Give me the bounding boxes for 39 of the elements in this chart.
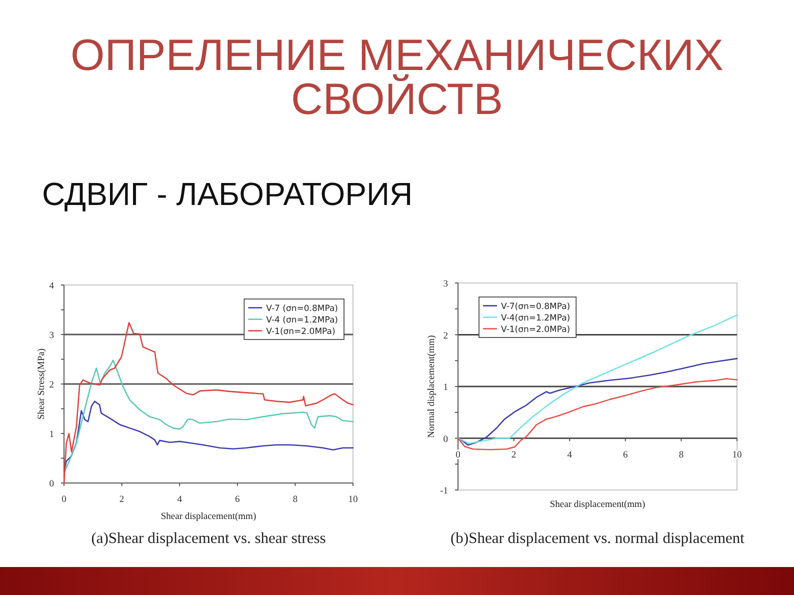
x-tick-label: 10	[732, 450, 742, 460]
x-tick-label: 0	[62, 495, 67, 505]
y-tick-label: 1	[443, 383, 448, 393]
x-tick-label: 8	[678, 450, 684, 460]
y-tick-label: 3	[49, 331, 54, 341]
y-axis-title: Shear Stress(MPa)	[37, 348, 47, 420]
x-axis-title: Shear displacement(mm)	[160, 512, 256, 522]
text: СДВИГ - ЛАБОРАТОРИЯ	[42, 176, 413, 212]
y-tick-label: 0	[443, 434, 448, 445]
x-tick-label: 4	[177, 495, 182, 505]
y-tick-label: -1	[440, 486, 448, 496]
text: (b)Shear displacement vs. normal displacement	[450, 530, 746, 547]
x-tick-label: 4	[567, 450, 572, 460]
x-tick-label: 2	[119, 495, 124, 505]
legend-label: V-7(σn=0.8MPa)	[501, 302, 570, 312]
legend-label: V-4(σn=1.2MPa)	[501, 313, 570, 324]
legend-label: V-7 (σn=0.8MPa)	[266, 304, 338, 314]
text: ОПРЕЛЕНИЕ МЕХАНИЧЕСКИХ СВОЙСТВ	[70, 31, 724, 124]
legend-label: V-1(σn=2.0MPa)	[501, 324, 570, 335]
line-series	[63, 360, 354, 474]
legend-label: V-1(σn=2.0MPa)	[266, 326, 336, 337]
y-tick-label: 1	[49, 430, 54, 440]
x-tick-label: 10	[348, 495, 358, 505]
x-tick-label: 2	[511, 450, 516, 460]
y-tick-label: 3	[443, 280, 448, 290]
y-tick-label: 2	[443, 331, 448, 342]
y-tick-label: 4	[49, 282, 54, 292]
line-series	[457, 378, 738, 450]
line-series	[63, 400, 354, 474]
y-axis-title: Normal displacement(mm)	[427, 335, 437, 438]
text: (a)Shear displacement vs. shear stress	[91, 530, 326, 547]
line-series	[457, 314, 738, 444]
x-tick-label: 8	[292, 495, 298, 505]
y-tick-label: 2	[49, 380, 54, 390]
legend-label: V-4 (σn=1.2MPa)	[266, 315, 338, 326]
x-tick-label: 6	[623, 450, 628, 460]
y-tick-label: 0	[49, 480, 54, 490]
x-axis-title: Shear displacement(mm)	[550, 500, 646, 510]
x-tick-label: 6	[235, 495, 240, 505]
